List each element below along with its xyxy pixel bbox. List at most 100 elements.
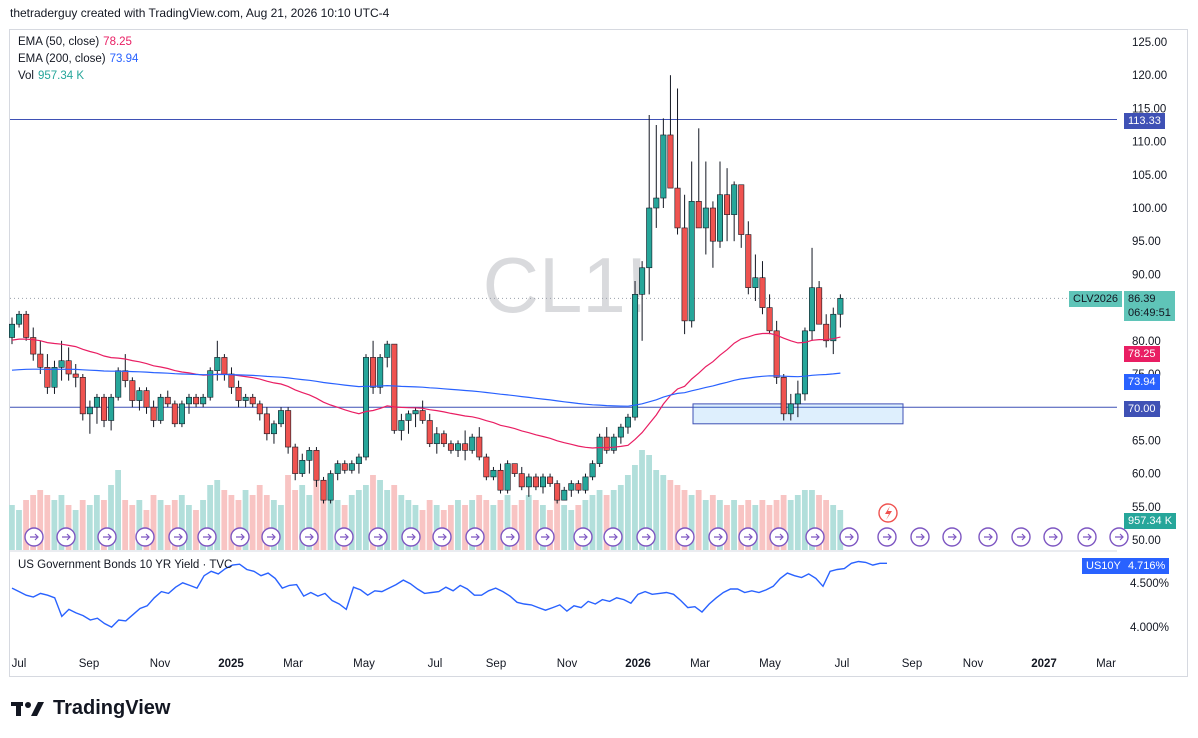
- volume-bar: [186, 505, 192, 550]
- candle-body: [447, 443, 454, 451]
- time-tick-label: May: [353, 658, 375, 670]
- time-tick-label: 2027: [1031, 658, 1057, 670]
- volume-bar: [801, 490, 808, 550]
- volume-bar: [150, 495, 157, 550]
- volume-bar: [582, 500, 589, 550]
- volume-bar: [377, 480, 383, 550]
- volume-bar: [646, 455, 652, 550]
- volume-bar: [483, 500, 490, 550]
- price-tick-label: 105.00: [1132, 170, 1167, 182]
- volume-bar: [490, 505, 497, 550]
- volume-bar: [164, 505, 171, 550]
- candle-body: [16, 313, 23, 325]
- price-tick-label: 50.00: [1132, 535, 1161, 547]
- event-arrow-glyph: [340, 533, 349, 541]
- contract-tag[interactable]: CLV2026: [1069, 291, 1123, 307]
- volume-bar: [809, 490, 815, 550]
- candle-body: [30, 337, 37, 355]
- resistance-price-tag[interactable]: 113.33: [1124, 113, 1165, 129]
- candle-body: [582, 476, 589, 491]
- ema50-price-tag[interactable]: 78.25: [1124, 346, 1160, 362]
- volume-bar: [476, 495, 483, 550]
- volume-bar: [568, 510, 575, 550]
- price-tick-label: 90.00: [1132, 269, 1161, 281]
- price-reference-lines: [10, 118, 1117, 408]
- volume-bar: [122, 500, 129, 550]
- legend-volume[interactable]: Vol 957.34 K: [18, 70, 84, 82]
- event-arrow-glyph: [506, 533, 515, 541]
- last-price-tag[interactable]: 86.39 06:49:51: [1124, 291, 1175, 321]
- volume-bar: [249, 495, 256, 550]
- price-tick-label: 110.00: [1132, 137, 1166, 149]
- volume-bar: [532, 500, 539, 550]
- tradingview-logo[interactable]: TradingView: [11, 697, 170, 720]
- legend-yield[interactable]: US Government Bonds 10 YR Yield · TVC: [18, 559, 232, 571]
- candle-body: [724, 194, 731, 215]
- legend-ema200[interactable]: EMA (200, close) 73.94: [18, 53, 138, 65]
- volume-bar: [93, 495, 100, 550]
- candle-body: [455, 443, 462, 451]
- volume-bar: [101, 500, 107, 550]
- volume-bar: [270, 500, 277, 550]
- volume-tag[interactable]: 957.34 K: [1124, 513, 1177, 529]
- price-tick-label: 125.00: [1132, 37, 1167, 49]
- time-tick-label: Jul: [12, 658, 27, 670]
- price-tick-label: 120.00: [1132, 70, 1167, 82]
- candle-body: [525, 476, 532, 488]
- volume-bar: [525, 495, 532, 550]
- candle-body: [702, 207, 709, 229]
- volume-bar: [830, 505, 837, 550]
- volume-bar: [766, 505, 773, 550]
- volume-bar: [242, 490, 249, 550]
- event-markers[interactable]: [24, 503, 1129, 547]
- candle-body: [738, 184, 745, 235]
- volume-bar: [9, 505, 15, 550]
- candle-body: [228, 373, 235, 388]
- candle-body: [483, 456, 490, 478]
- yield-value-tag[interactable]: 4.716%: [1124, 558, 1170, 574]
- yield-axis[interactable]: 4.500% 4.000%: [1130, 578, 1169, 634]
- legend-ema50[interactable]: EMA (50, close) 78.25: [18, 36, 132, 48]
- candle-body: [327, 473, 334, 501]
- candle-body: [186, 396, 193, 405]
- candle-body: [745, 234, 752, 288]
- volume-bar: [363, 485, 369, 550]
- candle-body: [320, 479, 327, 501]
- legend-volume-value: 957.34 K: [38, 70, 85, 82]
- candle-body: [497, 469, 504, 491]
- support-price-tag[interactable]: 70.00: [1124, 401, 1160, 417]
- time-tick-label: Mar: [690, 658, 710, 670]
- volume-bar: [65, 505, 72, 550]
- volume-bar: [511, 505, 518, 550]
- candle-body: [646, 207, 653, 269]
- yield-symbol-tag[interactable]: US10Y: [1082, 558, 1125, 574]
- time-tick-label: Mar: [1096, 658, 1116, 670]
- ema50-line: [11, 332, 841, 449]
- volume-bar: [207, 485, 214, 550]
- candle-body: [157, 396, 164, 421]
- volume-bar: [540, 505, 546, 550]
- chart-header: thetraderguy created with TradingView.co…: [10, 6, 390, 20]
- legend-ema200-label: EMA (200, close): [18, 53, 106, 65]
- candle-body: [44, 367, 51, 388]
- price-axis[interactable]: 125.00 120.00 115.00 110.00 105.00 100.00 95.0…: [1132, 37, 1167, 547]
- candle-body: [660, 134, 667, 199]
- event-arrow-glyph: [407, 533, 416, 541]
- candle-body: [398, 420, 405, 431]
- volume-bar: [235, 500, 242, 550]
- candle-body: [405, 413, 412, 421]
- ema200-price-tag[interactable]: 73.94: [1124, 374, 1160, 390]
- candle-body: [709, 207, 716, 242]
- candle-body: [426, 420, 433, 445]
- volume-bar: [115, 470, 121, 550]
- volume-bar: [695, 490, 702, 550]
- volume-bar: [419, 510, 426, 550]
- time-tick-label: Jul: [428, 658, 443, 670]
- price-tick-label: 95.00: [1132, 236, 1161, 248]
- time-axis[interactable]: Jul Sep Nov 2025 Mar May Jul Sep Nov 2026 Mar May Ju…: [12, 658, 1116, 670]
- volume-bar: [688, 495, 695, 550]
- event-arrow-glyph: [916, 533, 925, 541]
- candle-body: [568, 483, 575, 491]
- event-arrow-glyph: [681, 533, 690, 541]
